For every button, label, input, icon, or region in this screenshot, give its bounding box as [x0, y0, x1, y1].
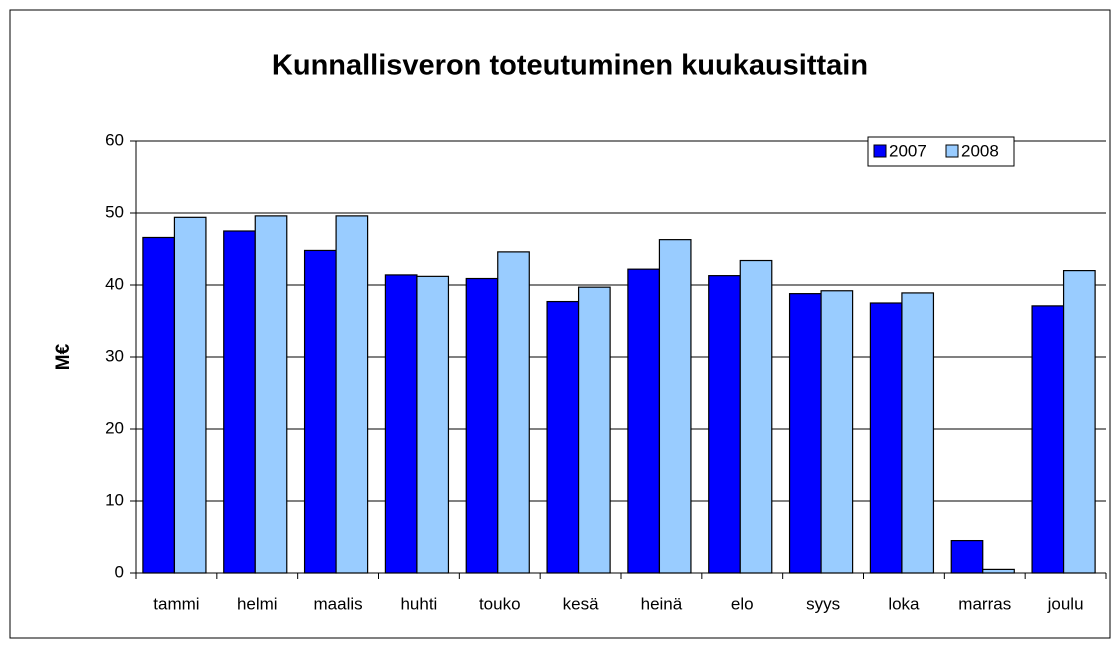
y-tick-label: 50: [105, 202, 124, 221]
x-tick-label: touko: [479, 594, 521, 613]
legend-box: [867, 136, 1015, 167]
bar: [223, 230, 256, 574]
bar: [465, 277, 499, 574]
bar: [384, 274, 418, 574]
x-tick-label: helmi: [237, 594, 278, 613]
y-axis-label: M€: [53, 343, 74, 370]
x-tick-label: elo: [731, 594, 754, 613]
bar: [739, 259, 773, 574]
bar: [708, 275, 741, 574]
x-tick-label: tammi: [153, 594, 199, 613]
legend-label: 2007: [889, 141, 927, 160]
bar: [254, 215, 288, 574]
bar: [142, 236, 176, 574]
bar: [658, 239, 692, 574]
bar: [982, 568, 1015, 574]
bar: [950, 539, 984, 574]
y-tick-label: 20: [105, 418, 124, 437]
bar: [869, 302, 903, 574]
y-tick-label: 40: [105, 274, 124, 293]
y-tick-label: 10: [105, 490, 124, 509]
bar: [416, 275, 450, 574]
bar: [497, 251, 530, 574]
bar: [820, 290, 854, 574]
legend-swatch: [945, 144, 959, 158]
bar: [627, 268, 661, 574]
bar: [1062, 270, 1096, 574]
x-tick-label: joulu: [1047, 594, 1084, 613]
legend-swatch: [873, 144, 887, 158]
y-tick-label: 0: [115, 562, 124, 581]
bar: [901, 292, 935, 574]
x-tick-label: kesä: [563, 594, 599, 613]
bar: [788, 293, 822, 574]
x-tick-label: loka: [888, 594, 920, 613]
bar: [303, 249, 337, 574]
x-tick-label: syys: [806, 594, 840, 613]
legend-label: 2008: [961, 141, 999, 160]
bar: [577, 286, 611, 574]
bar: [546, 300, 580, 574]
bar: [173, 216, 207, 574]
bar: [1031, 305, 1065, 574]
bar: [335, 215, 369, 574]
x-tick-label: marras: [958, 594, 1011, 613]
y-tick-label: 30: [105, 346, 124, 365]
x-tick-label: maalis: [314, 594, 363, 613]
y-tick-label: 60: [105, 130, 124, 149]
chart-title: Kunnallisveron toteutuminen kuukausittai…: [272, 50, 868, 82]
x-tick-label: huhti: [400, 594, 437, 613]
x-tick-label: heinä: [641, 594, 683, 613]
